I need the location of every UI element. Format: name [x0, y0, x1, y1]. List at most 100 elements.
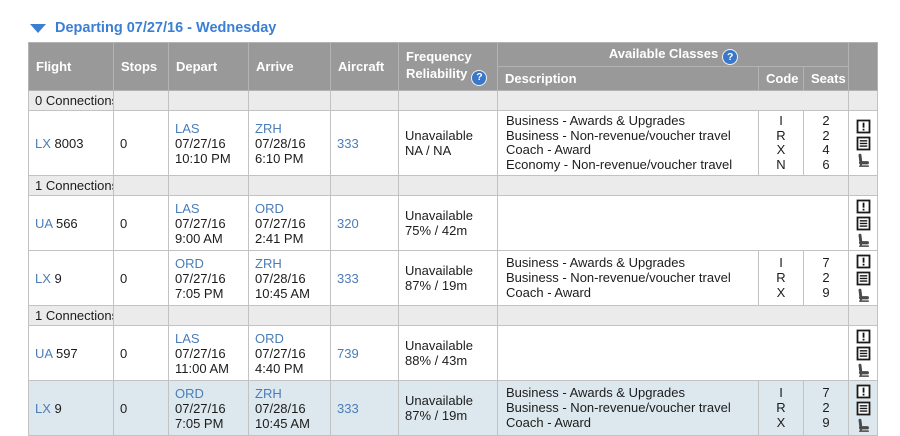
- alert-icon[interactable]: [856, 254, 871, 269]
- class-description: Business - Non-revenue/voucher travel: [506, 401, 731, 416]
- seat-icon[interactable]: [856, 363, 871, 378]
- carrier-link[interactable]: UA: [35, 215, 53, 231]
- arrive-airport-link[interactable]: ZRH: [255, 255, 282, 271]
- flight-row: LX 8003 0 LAS 07/27/16 10:10 PM ZRH 07/2…: [28, 109, 879, 177]
- class-seats: 2: [822, 114, 830, 128]
- connections-section-row: 0 Connections: [28, 90, 879, 111]
- arrive-cell: ZRH 07/28/16 10:45 AM: [248, 380, 331, 436]
- page: Departing 07/27/16 - Wednesday Flight St…: [28, 20, 879, 436]
- stops-cell: 0: [113, 250, 169, 307]
- flight-number: 8003: [54, 135, 84, 151]
- reliability-status: Unavailable: [405, 393, 473, 409]
- arrive-airport-link[interactable]: ORD: [255, 200, 284, 216]
- depart-airport-link[interactable]: ORD: [175, 385, 204, 401]
- class-seats: 2: [822, 401, 830, 416]
- class-description: Economy - Non-revenue/voucher travel: [506, 157, 733, 172]
- depart-time: 7:05 PM: [175, 415, 224, 431]
- section-label-cell: 0 Connections: [28, 90, 114, 111]
- collapse-triangle-icon[interactable]: [30, 23, 46, 33]
- class-seats: 2: [822, 128, 830, 143]
- class-code: X: [776, 285, 786, 300]
- notes-icon[interactable]: [856, 136, 871, 151]
- arrive-airport-link[interactable]: ORD: [255, 330, 284, 346]
- alert-icon[interactable]: [856, 329, 871, 344]
- arrive-time: 2:41 PM: [255, 230, 304, 246]
- depart-time: 9:00 AM: [175, 230, 223, 246]
- notes-icon[interactable]: [856, 271, 871, 286]
- reliability-value: 87% / 19m: [405, 278, 468, 294]
- section-label: 0 Connections: [35, 93, 114, 108]
- class-code: I: [779, 256, 783, 271]
- col-header-code: Code: [758, 66, 804, 91]
- carrier-link[interactable]: LX: [35, 400, 51, 416]
- alert-icon[interactable]: [856, 199, 871, 214]
- class-description: Coach - Award: [506, 143, 592, 158]
- col-header-aircraft: Aircraft: [330, 42, 399, 91]
- alert-icon[interactable]: [856, 384, 871, 399]
- arrive-airport-link[interactable]: ZRH: [255, 120, 282, 136]
- flight-row: LX 9 0 ORD 07/27/16 7:05 PM ZRH 07/28/16…: [28, 250, 879, 307]
- depart-airport-link[interactable]: LAS: [175, 120, 200, 136]
- aircraft-link[interactable]: 320: [337, 215, 359, 231]
- flight-cell: LX 9: [28, 250, 114, 307]
- reliability-cell: Unavailable 87% / 19m: [398, 250, 498, 307]
- alert-icon[interactable]: [856, 119, 871, 134]
- class-code: X: [776, 143, 786, 158]
- reliability-help-icon[interactable]: ?: [472, 70, 487, 85]
- class-description: Business - Non-revenue/voucher travel: [506, 128, 731, 143]
- seat-icon[interactable]: [856, 153, 871, 168]
- flight-table-body: 0 Connections LX 8003 0 LAS 07/27/16 10:…: [28, 90, 879, 436]
- reliability-value: NA / NA: [405, 143, 452, 159]
- depart-airport-link[interactable]: LAS: [175, 330, 200, 346]
- reliability-status: Unavailable: [405, 128, 473, 144]
- arrive-cell: ZRH 07/28/16 10:45 AM: [248, 250, 331, 307]
- flight-number: 9: [54, 270, 62, 286]
- reliability-status: Unavailable: [405, 263, 473, 279]
- carrier-link[interactable]: UA: [35, 345, 53, 361]
- col-header-arrive: Arrive: [248, 42, 331, 91]
- carrier-link[interactable]: LX: [35, 135, 51, 151]
- depart-date: 07/27/16: [175, 215, 226, 231]
- col-header-actions: [848, 42, 879, 91]
- depart-airport-link[interactable]: ORD: [175, 255, 204, 271]
- class-seats: 7: [822, 256, 830, 271]
- reliability-status: Unavailable: [405, 338, 473, 354]
- class-description: Business - Awards & Upgrades: [506, 386, 685, 401]
- seat-icon[interactable]: [856, 288, 871, 303]
- connections-section-row: 1 Connections: [28, 175, 879, 197]
- row-actions-cell: [848, 380, 879, 436]
- aircraft-link[interactable]: 333: [337, 400, 359, 416]
- col-header-frequency-reliability: Frequency Reliability?: [398, 42, 498, 91]
- aircraft-cell: 333: [330, 109, 399, 177]
- depart-time: 10:10 PM: [175, 150, 231, 166]
- arrive-airport-link[interactable]: ZRH: [255, 385, 282, 401]
- aircraft-link[interactable]: 333: [337, 135, 359, 151]
- seat-icon[interactable]: [856, 418, 871, 433]
- aircraft-link[interactable]: 739: [337, 345, 359, 361]
- notes-icon[interactable]: [856, 401, 871, 416]
- arrive-time: 4:40 PM: [255, 360, 304, 376]
- notes-icon[interactable]: [856, 346, 871, 361]
- class-seats: 9: [822, 285, 830, 300]
- depart-cell: ORD 07/27/16 7:05 PM: [168, 250, 249, 307]
- row-actions-cell: [848, 250, 879, 307]
- class-description: Coach - Award: [506, 285, 592, 300]
- available-classes-help-icon[interactable]: ?: [723, 49, 738, 64]
- class-code: I: [779, 114, 783, 128]
- carrier-link[interactable]: LX: [35, 270, 51, 286]
- notes-icon[interactable]: [856, 216, 871, 231]
- flight-availability-table: Flight Stops Depart Arrive Aircraft Freq…: [28, 42, 879, 436]
- reliability-value: 75% / 42m: [405, 223, 468, 239]
- arrive-date: 07/27/16: [255, 215, 306, 231]
- depart-cell: ORD 07/27/16 7:05 PM: [168, 380, 249, 436]
- seat-icon[interactable]: [856, 233, 871, 248]
- section-label-cell: 1 Connections: [28, 175, 114, 197]
- aircraft-link[interactable]: 333: [337, 270, 359, 286]
- stops-value: 0: [120, 345, 128, 361]
- depart-airport-link[interactable]: LAS: [175, 200, 200, 216]
- stops-cell: 0: [113, 325, 169, 382]
- reliability-cell: Unavailable NA / NA: [398, 109, 498, 177]
